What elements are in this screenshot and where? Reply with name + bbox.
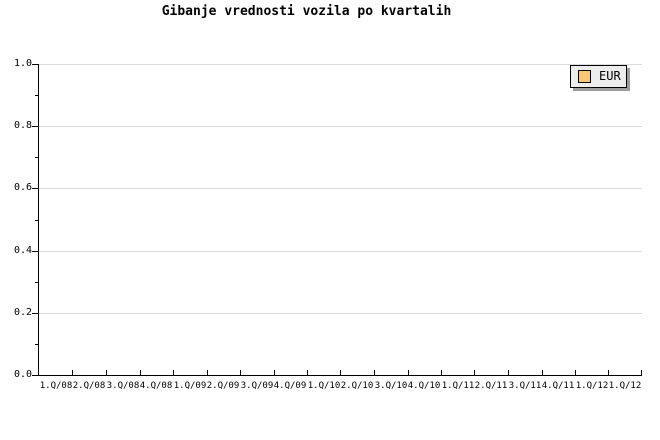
x-tick (72, 370, 73, 375)
x-axis-label: 3.Q/08 (106, 381, 140, 391)
x-tick (441, 370, 442, 375)
x-axis-label: 2.Q/09 (206, 381, 240, 391)
gridline-0.2 (39, 313, 642, 314)
gridline-0.8 (39, 126, 642, 127)
x-axis-label: 1.Q/09 (173, 381, 207, 391)
y-tick-major (32, 375, 39, 376)
x-axis-line (38, 375, 642, 376)
y-tick-minor (35, 282, 39, 283)
legend-swatch-eur-icon (578, 70, 591, 83)
y-tick-minor (35, 344, 39, 345)
x-tick (240, 370, 241, 375)
x-axis-label: 2.Q/10 (340, 381, 374, 391)
x-tick (307, 370, 308, 375)
y-tick-major (32, 251, 39, 252)
x-axis-label: 3.Q/10 (374, 381, 408, 391)
x-tick (374, 370, 375, 375)
y-axis-label: 0.6 (13, 182, 32, 193)
legend-label-eur: EUR (599, 69, 621, 83)
x-tick (340, 370, 341, 375)
x-tick (408, 370, 409, 375)
x-tick (474, 370, 475, 375)
x-tick (207, 370, 208, 375)
x-axis-label: 1.Q/10 (307, 381, 341, 391)
x-tick (106, 370, 107, 375)
x-axis-label: 4.Q/11 (541, 381, 575, 391)
y-axis-label: 0.4 (13, 245, 32, 256)
gridline-1.0 (39, 64, 642, 65)
x-tick (608, 370, 609, 375)
y-axis-label: 0.0 (13, 369, 32, 380)
y-axis-label: 0.8 (13, 120, 32, 131)
y-axis-label: 0.2 (13, 307, 32, 318)
x-axis-label: 3.Q/09 (240, 381, 274, 391)
y-axis-label: 1.0 (13, 58, 32, 69)
x-tick (274, 370, 275, 375)
x-axis-label: 4.Q/08 (139, 381, 173, 391)
x-axis-label: 2.Q/08 (72, 381, 106, 391)
x-tick (140, 370, 141, 375)
y-tick-minor (35, 95, 39, 96)
x-axis-label: 2.Q/11 (474, 381, 508, 391)
x-tick (641, 370, 642, 375)
x-axis-label: 3.Q/11 (508, 381, 542, 391)
x-tick (508, 370, 509, 375)
gridline-0.4 (39, 251, 642, 252)
legend: EUR (570, 65, 627, 88)
x-tick (575, 370, 576, 375)
gridline-0.6 (39, 188, 642, 189)
y-tick-major (32, 64, 39, 65)
y-tick-major (32, 313, 39, 314)
x-axis-label: 1.Q/12 (575, 381, 609, 391)
y-tick-minor (35, 220, 39, 221)
x-axis-label: 1.Q/12 (608, 381, 642, 391)
y-tick-major (32, 126, 39, 127)
x-tick (542, 370, 543, 375)
x-axis-label: 1.Q/11 (441, 381, 475, 391)
y-tick-minor (35, 157, 39, 158)
x-axis-label: 4.Q/10 (407, 381, 441, 391)
x-axis-label: 4.Q/09 (273, 381, 307, 391)
chart-title: Gibanje vrednosti vozila po kvartalih (161, 4, 452, 19)
x-tick (173, 370, 174, 375)
y-tick-major (32, 188, 39, 189)
x-axis-label: 1.Q/08 (39, 381, 73, 391)
